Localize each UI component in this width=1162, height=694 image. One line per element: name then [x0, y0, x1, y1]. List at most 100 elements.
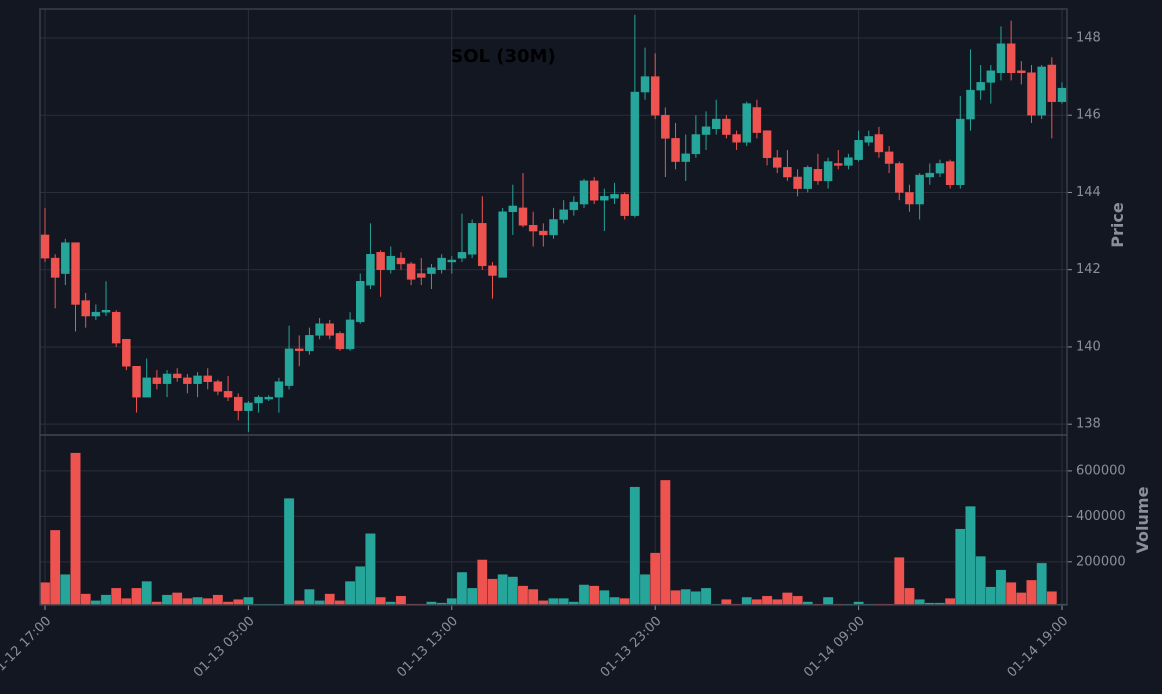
candle-body: [233, 396, 243, 411]
volume-bar: [232, 599, 244, 606]
volume-bar: [995, 569, 1007, 606]
candle-body: [203, 375, 212, 382]
volume-bar: [171, 592, 183, 606]
volume-bar: [721, 599, 732, 606]
volume-bar: [904, 587, 915, 606]
candle-body: [40, 234, 50, 259]
volume-bar: [507, 576, 519, 606]
volume-bar: [822, 596, 834, 606]
candle-body: [498, 211, 507, 278]
candle-body: [956, 118, 965, 185]
candle-body: [884, 151, 894, 164]
y-tick-label: 146: [1076, 108, 1101, 123]
candle-body: [61, 242, 70, 274]
volume-bar: [365, 533, 376, 606]
candle-body: [783, 167, 792, 178]
y-axis-label: Price: [1108, 202, 1127, 248]
volume-bar: [588, 585, 600, 606]
volume-bar: [80, 593, 91, 606]
volume-bar: [1016, 592, 1027, 606]
candle-body: [559, 209, 568, 220]
candle-body: [132, 366, 141, 398]
candle-body: [813, 169, 823, 182]
volume-bar: [894, 557, 905, 606]
candle-body: [976, 82, 985, 91]
candle-body: [305, 335, 314, 352]
candle-body: [508, 205, 518, 213]
volume-bar: [100, 594, 112, 606]
y-tick-label: 138: [1076, 417, 1101, 432]
candle-body: [935, 163, 945, 174]
candle-body: [793, 176, 802, 189]
volume-bar: [141, 580, 152, 606]
volume-bar: [761, 595, 773, 606]
candle-body: [295, 348, 304, 352]
volume-bar: [660, 479, 671, 606]
volume-bar: [975, 555, 986, 606]
candle-body: [681, 153, 690, 162]
volume-bar: [1005, 582, 1017, 606]
candle-body: [834, 163, 843, 166]
volume-bar: [121, 598, 132, 606]
volume-bar: [517, 585, 529, 606]
candle-body: [417, 273, 426, 278]
candle-body: [945, 161, 955, 185]
candle-body: [895, 163, 904, 193]
volume-bar: [782, 592, 793, 606]
candle-body: [172, 373, 182, 379]
volume-axis-label: Volume: [1133, 486, 1152, 553]
volume-bar: [649, 552, 661, 606]
volume-bar: [985, 586, 997, 606]
candle-body: [671, 138, 680, 162]
candle-body: [711, 118, 721, 129]
volume-bar: [283, 498, 295, 606]
volume-bar: [487, 578, 498, 606]
candle-body: [854, 140, 863, 160]
candle-body: [447, 259, 457, 263]
volume-bar: [792, 595, 803, 606]
volume-bar: [182, 598, 193, 606]
candle-body: [549, 219, 558, 236]
volume-bar: [578, 584, 590, 606]
candle-body: [437, 257, 446, 270]
volume-bar: [344, 580, 356, 606]
candle-body: [528, 225, 538, 232]
volume-bar: [680, 588, 691, 606]
volume-bar: [558, 598, 569, 606]
candle-body: [569, 201, 579, 211]
candle-body: [91, 311, 101, 317]
volume-bar: [60, 574, 71, 606]
candle-body: [213, 381, 223, 392]
volume-bar: [639, 574, 651, 606]
candle-body: [610, 194, 619, 199]
candle-body: [925, 172, 935, 178]
volume-bar: [1026, 579, 1037, 606]
volume-bar: [670, 590, 681, 606]
candle-body: [162, 373, 172, 384]
volume-bar: [324, 593, 335, 606]
candle-body: [244, 402, 253, 411]
volume-bar: [955, 528, 966, 606]
candle-body: [986, 70, 996, 83]
y-tick-label: 148: [1076, 30, 1101, 45]
candle-body: [71, 242, 80, 305]
volume-bar: [944, 598, 956, 606]
candle-body: [183, 377, 192, 384]
candle-body: [142, 377, 151, 398]
candle-body: [111, 311, 121, 344]
candle-body: [691, 134, 701, 155]
volume-bar: [212, 594, 224, 606]
candle-body: [223, 391, 233, 398]
volume-bar: [741, 596, 752, 606]
candle-body: [325, 323, 335, 336]
candle-body: [81, 300, 90, 317]
candle-body: [274, 381, 284, 398]
volume-panel-frame: [39, 434, 1068, 606]
volume-bar: [446, 598, 458, 606]
volume-tick-label: 600000: [1076, 463, 1126, 478]
candle-body: [640, 76, 650, 93]
candle-body: [284, 348, 294, 386]
volume-bar: [202, 598, 213, 606]
candle-body: [630, 91, 640, 216]
candle-body: [844, 157, 853, 166]
